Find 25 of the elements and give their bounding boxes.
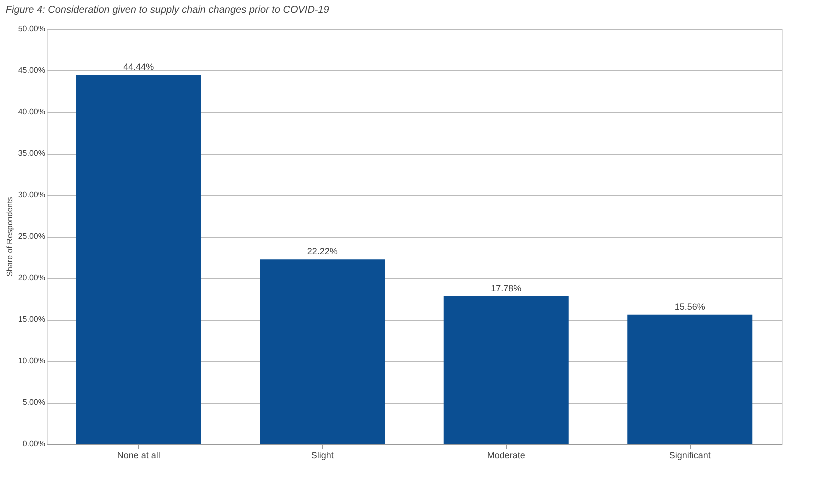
data-label: 15.56% [674,302,706,312]
data-label: 44.44% [124,62,154,72]
x-tick-label: Significant [669,450,712,460]
data-label: 22.22% [307,246,338,257]
y-tick-label: 15.00% [18,315,46,324]
data-label: 17.78% [491,283,522,294]
bar [260,260,386,444]
x-tick-label: None at all [117,450,160,460]
chart-title: Figure 4: Consideration given to supply chain changes prior to COVID-19 [6,5,330,16]
y-tick-label: 20.00% [18,274,46,282]
y-tick-label: 30.00% [18,190,46,200]
y-tick-label: 25.00% [18,232,46,241]
bar [628,314,753,444]
y-tick-label: 40.00% [18,108,46,116]
y-tick-label: 50.00% [18,24,46,34]
y-axis-title: Share of Respondents [5,197,14,277]
y-tick-label: 5.00% [22,398,46,407]
x-tick-label: Slight [311,450,334,460]
y-tick-label: 0.00% [22,440,46,448]
bar [76,75,202,444]
bar [444,296,569,444]
y-tick-label: 45.00% [18,66,46,75]
y-tick-label: 35.00% [18,149,46,158]
y-tick-label: 10.00% [18,356,46,366]
x-tick-label: Moderate [487,450,526,460]
